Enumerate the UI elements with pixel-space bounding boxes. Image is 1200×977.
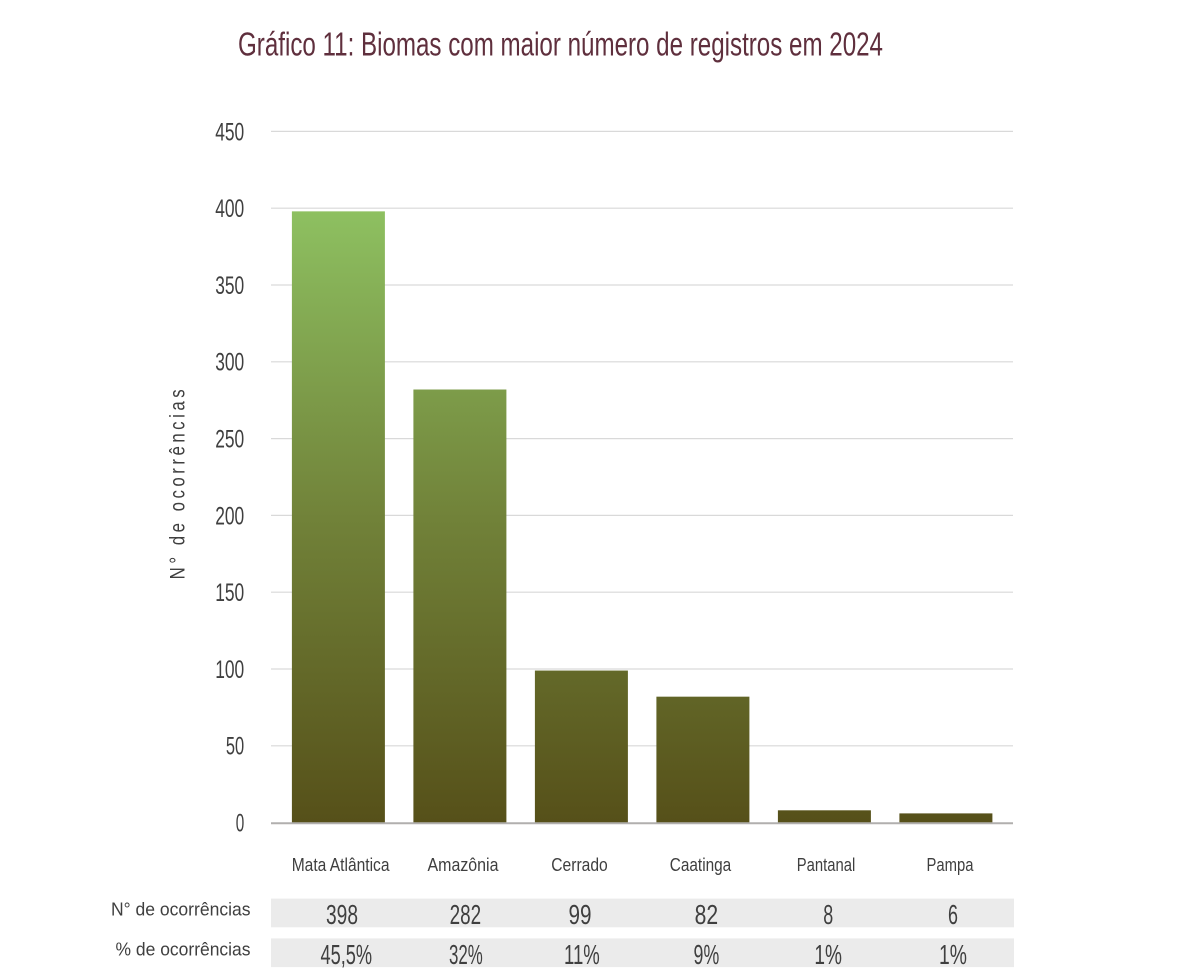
svg-text:350: 350 — [215, 272, 244, 300]
svg-text:8: 8 — [823, 899, 833, 930]
svg-text:Cerrado: Cerrado — [551, 854, 608, 876]
svg-text:300: 300 — [215, 349, 244, 377]
svg-text:150: 150 — [215, 579, 244, 607]
svg-text:N° de ocorrências: N° de ocorrências — [167, 386, 190, 579]
svg-text:250: 250 — [215, 425, 244, 453]
svg-text:1%: 1% — [939, 940, 967, 971]
svg-text:100: 100 — [215, 656, 244, 684]
svg-text:Pantanal: Pantanal — [797, 854, 855, 875]
svg-text:Caatinga: Caatinga — [670, 855, 732, 876]
svg-text:N° de ocorrências: N° de ocorrências — [111, 899, 250, 920]
svg-text:99: 99 — [568, 900, 591, 931]
svg-text:82: 82 — [695, 900, 719, 930]
svg-text:50: 50 — [226, 733, 244, 760]
svg-text:1%: 1% — [814, 939, 842, 970]
svg-text:Mata Atlântica: Mata Atlântica — [292, 855, 390, 876]
svg-text:32%: 32% — [449, 939, 483, 970]
svg-text:9%: 9% — [694, 939, 720, 970]
svg-text:0: 0 — [236, 810, 244, 838]
svg-text:% de ocorrências: % de ocorrências — [116, 939, 251, 960]
svg-text:11%: 11% — [564, 940, 600, 971]
svg-text:Gráfico 11: Biomas com maior n: Gráfico 11: Biomas com maior número de r… — [238, 27, 883, 64]
svg-text:400: 400 — [215, 195, 244, 223]
svg-text:Amazônia: Amazônia — [428, 854, 499, 875]
svg-text:45,5%: 45,5% — [320, 939, 372, 970]
svg-text:398: 398 — [326, 899, 358, 930]
svg-text:200: 200 — [215, 502, 244, 530]
svg-text:450: 450 — [215, 118, 244, 146]
svg-text:282: 282 — [450, 899, 481, 931]
svg-text:6: 6 — [948, 899, 958, 930]
svg-text:Pampa: Pampa — [927, 854, 975, 875]
